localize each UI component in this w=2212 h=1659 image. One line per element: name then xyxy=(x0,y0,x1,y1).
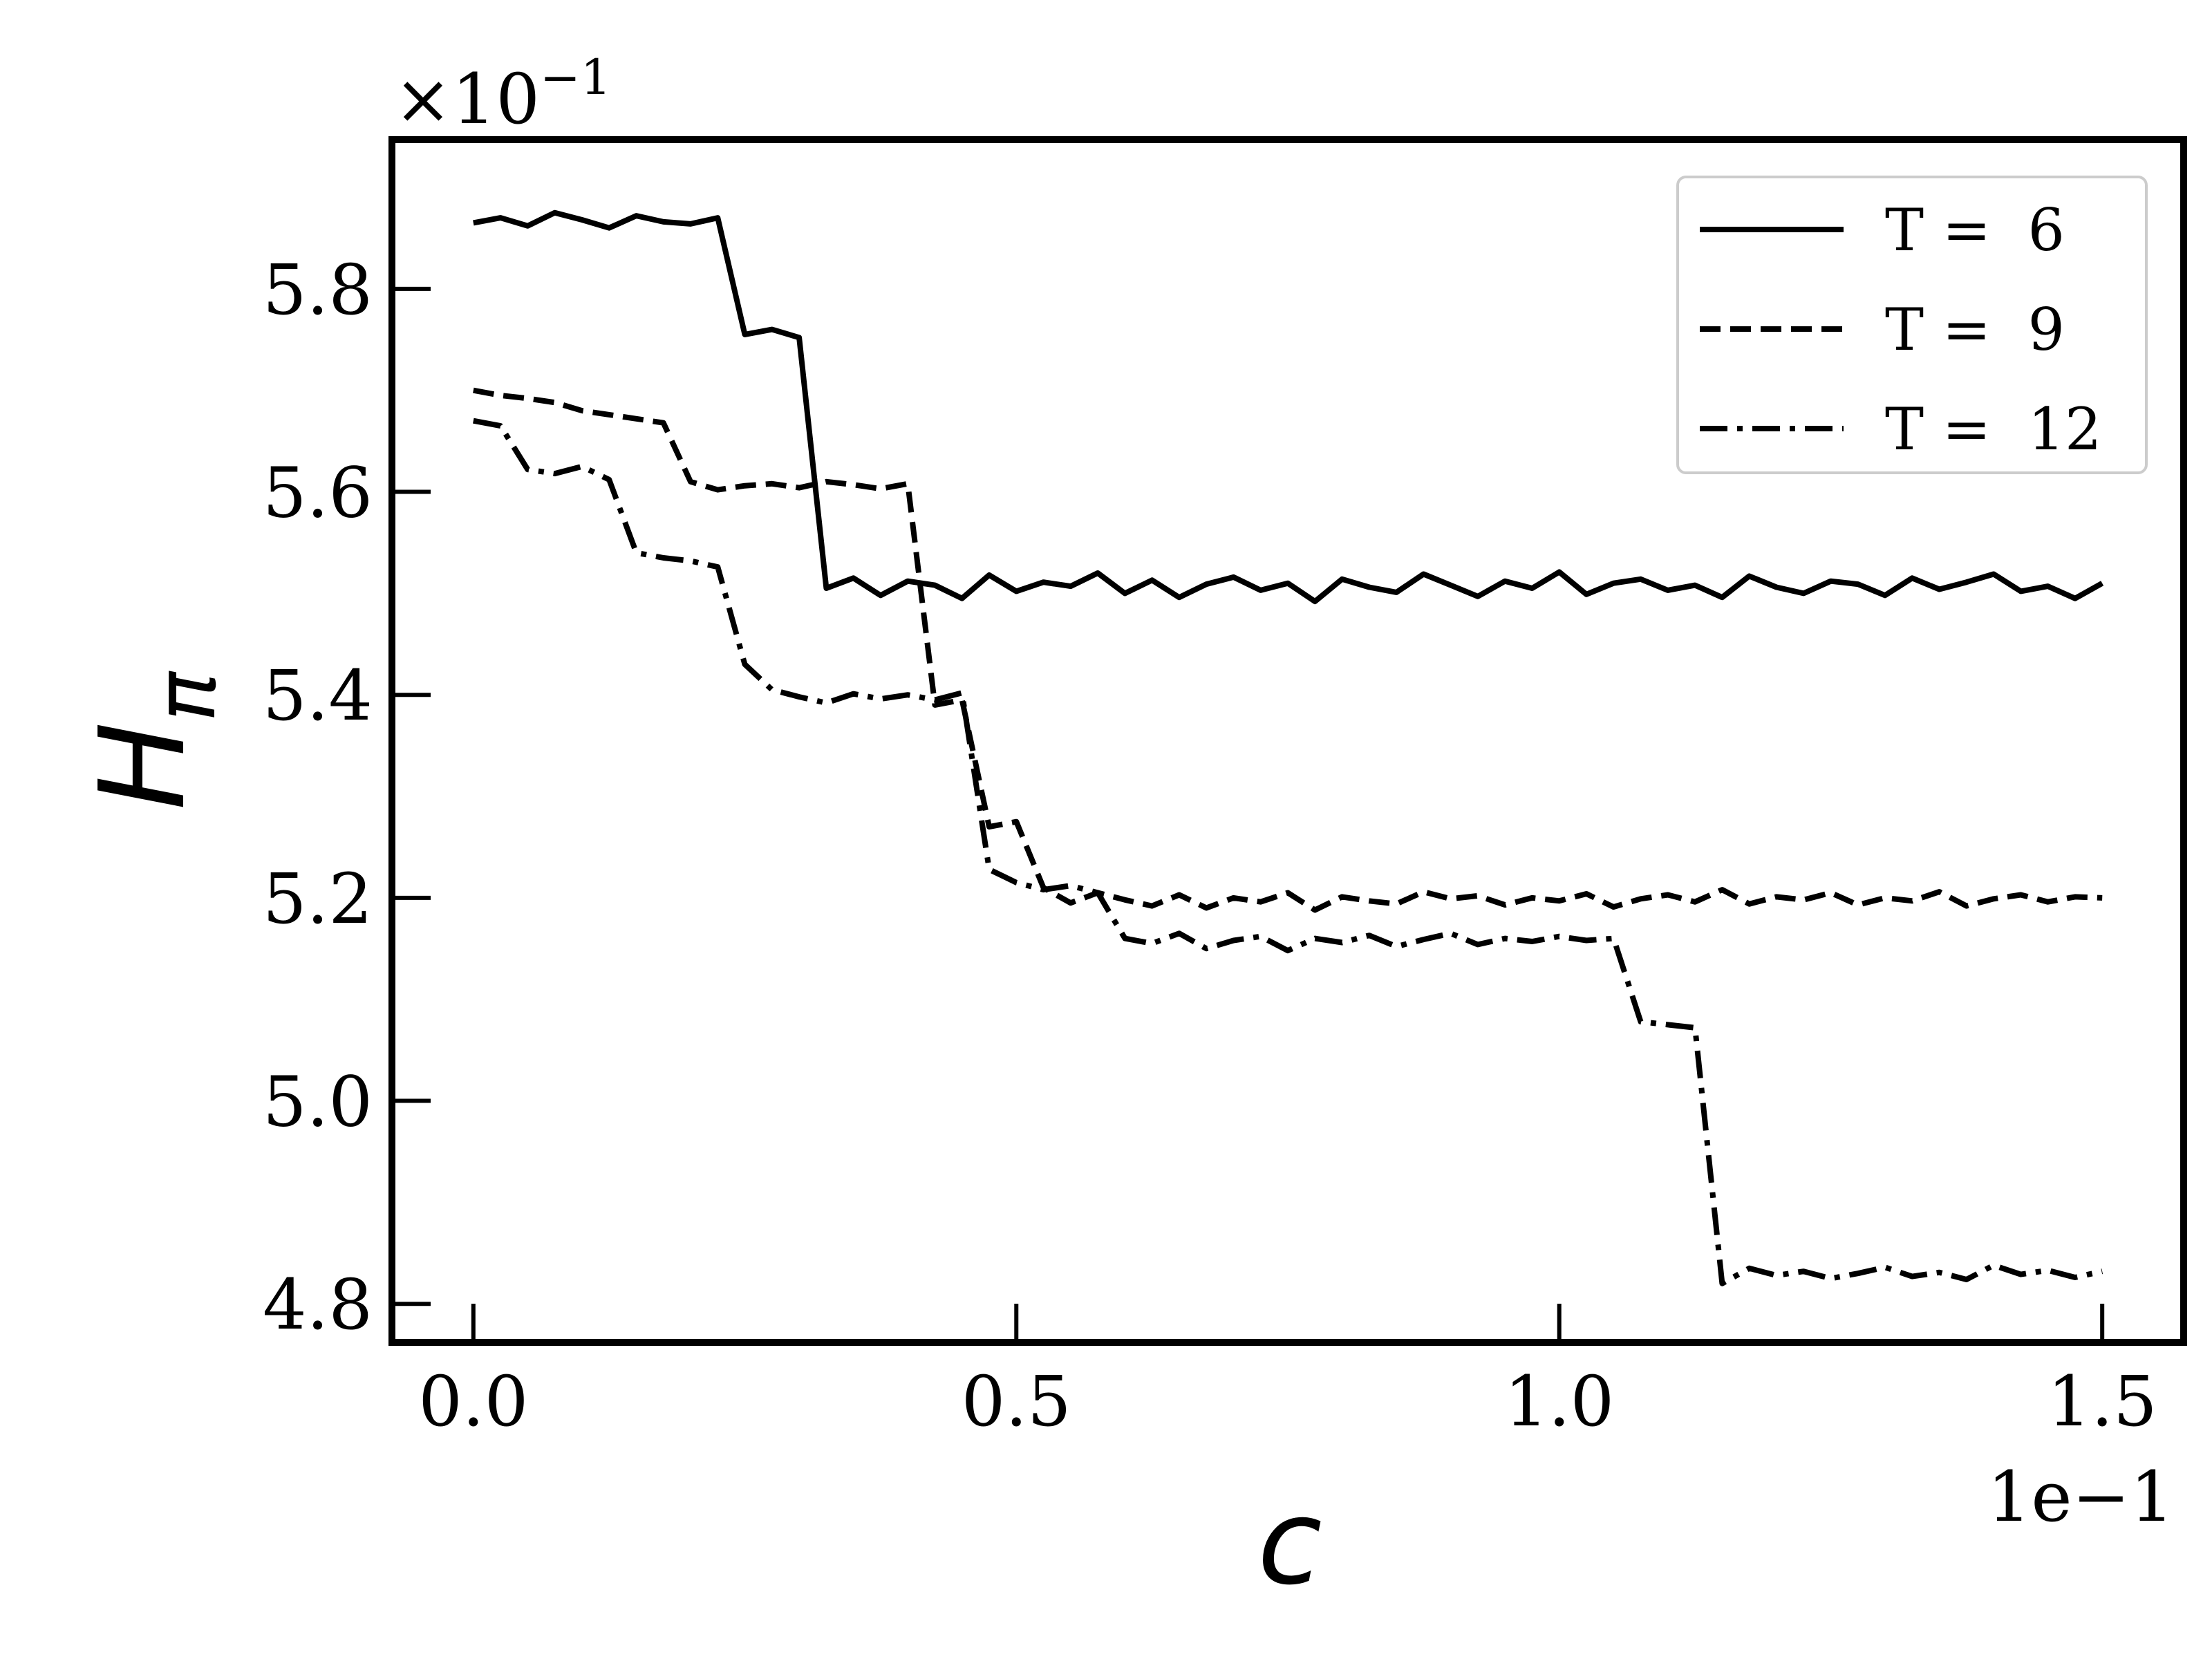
legend-label: T = 9 xyxy=(1885,296,2065,364)
series-line xyxy=(473,209,2104,605)
y-offset-base: ×10 xyxy=(394,59,540,140)
legend: T = 6 T = 9 T = 12 xyxy=(1676,176,2148,474)
y-axis-label: Hπ xyxy=(75,671,234,810)
y-offset-exp: −1 xyxy=(540,49,611,106)
y-tick-label: 5.8 xyxy=(263,250,373,330)
legend-box xyxy=(1676,176,2148,474)
y-offset-label: ×10−1 xyxy=(394,49,611,140)
plot-frame xyxy=(388,136,2187,1346)
y-tick-label: 5.0 xyxy=(263,1062,373,1143)
x-tick-label: 0.0 xyxy=(418,1361,528,1442)
y-tick-label: 5.6 xyxy=(263,453,373,534)
y-axis-label-main: H xyxy=(75,722,212,810)
y-axis-label-sub: π xyxy=(138,671,234,722)
x-axis-label: c xyxy=(1257,1474,1322,1611)
y-tick-label: 4.8 xyxy=(263,1264,373,1345)
x-tick-label: 0.5 xyxy=(962,1361,1071,1442)
y-tick-label: 5.4 xyxy=(263,655,373,736)
series-line xyxy=(473,418,2103,1286)
series-line xyxy=(473,387,2103,913)
legend-label: T = 12 xyxy=(1885,395,2101,463)
x-tick-label: 1.0 xyxy=(1504,1361,1614,1442)
x-tick-label: 1.5 xyxy=(2047,1361,2157,1442)
legend-label: T = 6 xyxy=(1885,196,2065,264)
x-offset-label: 1e−1 xyxy=(1987,1456,2174,1537)
y-tick-label: 5.2 xyxy=(263,859,373,939)
